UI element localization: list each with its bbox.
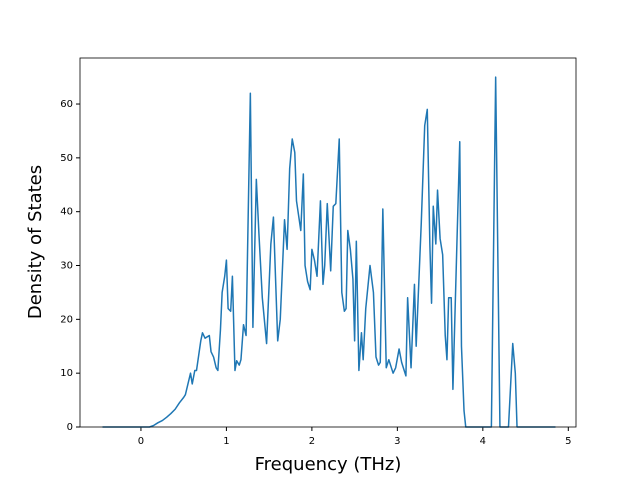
y-tick-label: 30: [60, 261, 73, 272]
x-tick-label: 5: [565, 436, 571, 447]
x-tick-label: 0: [138, 436, 144, 447]
y-tick-label: 40: [60, 207, 73, 218]
x-axis-label: Frequency (THz): [255, 454, 402, 475]
y-tick-label: 10: [60, 368, 73, 379]
y-tick-label: 60: [60, 99, 73, 110]
y-tick-label: 50: [60, 153, 73, 164]
x-tick-label: 2: [309, 436, 315, 447]
x-tick-label: 1: [223, 436, 229, 447]
x-tick-label: 4: [480, 436, 486, 447]
x-tick-label: 3: [394, 436, 400, 447]
y-tick-label: 20: [60, 314, 73, 325]
y-axis-label: Density of States: [25, 165, 46, 319]
plot-frame: [79, 57, 577, 428]
y-tick-label: 0: [67, 422, 73, 433]
data-line: [102, 76, 556, 428]
